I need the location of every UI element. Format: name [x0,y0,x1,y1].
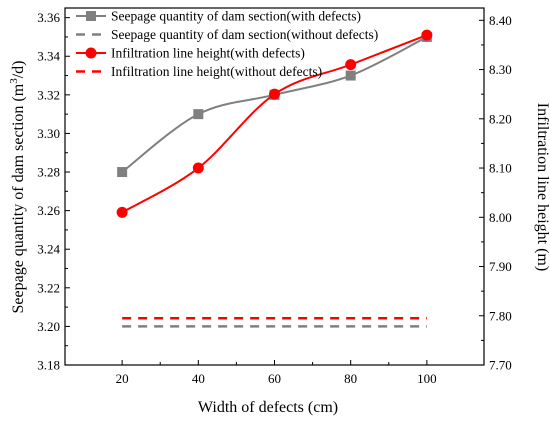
left-tick-label: 3.36 [37,10,60,25]
left-axis-title-tail: /d) [10,61,27,79]
right-tick-label: 7.90 [489,259,512,274]
x-tick-label: 40 [192,371,205,386]
data-point [345,70,356,81]
left-axis-title-main: Seepage quantity of dam section (m [10,83,27,313]
right-tick-label: 8.40 [489,13,512,28]
right-axis-ticks: 7.70 7.80 7.90 8.00 8.10 8.20 8.30 8.40 [479,13,512,373]
legend-item: Infiltration line height(without defects… [76,64,322,79]
plot-area [64,7,485,366]
series-layer [116,29,433,328]
left-tick-label: 3.22 [37,280,60,295]
legend-item: Infiltration line height(with defects) [76,46,305,61]
right-tick-label: 7.80 [489,308,512,323]
data-point [269,88,280,100]
left-axis-title: Seepage quantity of dam section (m3/d) [8,61,27,314]
data-point [193,109,204,120]
series-infiltration-line-height-with-defects [116,29,433,218]
x-tick-label: 60 [268,371,281,386]
plot-frame [64,7,485,366]
legend-marker [86,11,96,21]
data-point [192,162,204,174]
right-tick-label: 8.10 [489,161,512,176]
right-tick-label: 7.70 [489,358,512,373]
left-tick-label: 3.20 [37,319,60,334]
x-axis-ticks: 20 40 60 80 100 [116,360,437,386]
data-point [117,167,128,178]
left-tick-label: 3.28 [37,165,60,180]
left-axis-title-superscript: 3 [8,78,20,84]
right-tick-label: 8.20 [489,111,512,126]
legend: Seepage quantity of dam section(with def… [76,9,378,79]
data-point [421,29,433,41]
left-tick-label: 3.18 [37,358,60,373]
legend-item: Seepage quantity of dam section(without … [76,27,378,42]
legend-label: Seepage quantity of dam section(with def… [111,9,361,24]
x-tick-label: 100 [417,371,437,386]
left-tick-label: 3.34 [37,49,60,64]
left-axis-ticks: 3.18 3.20 3.22 3.24 3.26 3.28 3.30 3.32 3.34 3.36 [37,10,70,373]
left-tick-label: 3.24 [37,242,60,257]
data-point [116,206,128,218]
legend-label: Seepage quantity of dam section(without … [111,27,378,42]
legend-marker [85,47,97,59]
x-axis-title: Width of defects (cm) [198,399,338,416]
legend-label: Infiltration line height(with defects) [111,46,305,61]
data-point [345,59,357,71]
right-axis-title: Infiltration line height (m) [534,103,550,271]
left-tick-label: 3.30 [37,126,60,141]
left-tick-label: 3.26 [37,203,60,218]
x-tick-label: 80 [344,371,357,386]
right-tick-label: 8.00 [489,210,512,225]
left-tick-label: 3.32 [37,87,60,102]
legend-label: Infiltration line height(without defects… [111,64,322,79]
legend-item: Seepage quantity of dam section(with def… [76,9,361,24]
x-tick-label: 20 [116,371,129,386]
right-tick-label: 8.30 [489,62,512,77]
